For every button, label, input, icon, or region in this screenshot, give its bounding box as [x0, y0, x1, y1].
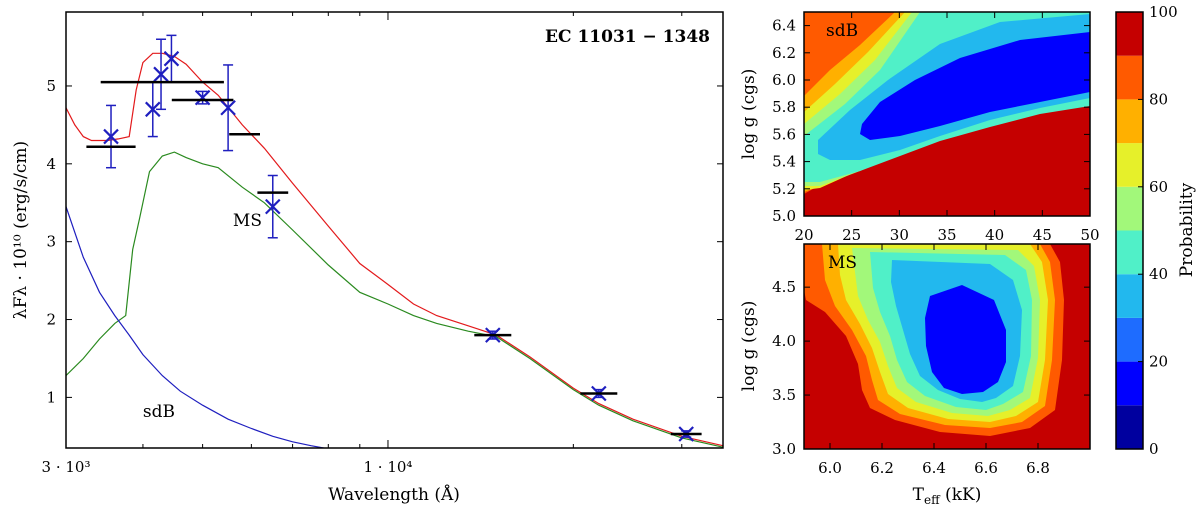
colorbar-cell — [1116, 274, 1143, 318]
photometry-point — [220, 64, 236, 152]
sdb-annotation: sdB — [143, 402, 175, 422]
colorbar-tick-label: 80 — [1149, 90, 1168, 108]
sdb-heatmap: sdB 20 25 30 35 40 45 50 5.0 5.2 5.4 5.6 5.8 6.0 6.2 6… — [739, 11, 1100, 244]
colorbar-tick-label: 100 — [1149, 3, 1178, 21]
sdb-axes-ytick-label: 6.0 — [772, 71, 796, 89]
sed-ytick-label: 3 — [46, 233, 56, 251]
colorbar-cell — [1116, 55, 1143, 100]
sdb-axes-ytick-label: 5.0 — [772, 207, 796, 225]
sed-xlabel: Wavelength (Å) — [328, 484, 460, 505]
sed-ytick-label: 2 — [46, 311, 56, 329]
sdb-axes-xtick-label: 20 — [794, 226, 813, 244]
sdb-axes-xtick-label: 25 — [842, 226, 861, 244]
photometry-point — [153, 38, 169, 111]
colorbar-cell — [1116, 405, 1143, 449]
sdb-axes-ytick-label: 5.6 — [772, 125, 796, 143]
colorbar-cell — [1116, 99, 1143, 144]
ms-ylabel: log g (cgs) — [739, 301, 759, 392]
ms-level-10 — [925, 285, 1006, 394]
colorbar-tick-label: 60 — [1149, 178, 1168, 196]
sdb-axes-xtick-label: 45 — [1033, 226, 1052, 244]
colorbar-label: Probability — [1177, 182, 1197, 277]
ms-heatmap: MS 6.0 6.2 6.4 6.6 6.8 3.0 3.5 4.0 4.5 log g (cg… — [739, 243, 1091, 507]
ms-axes-xtick-label: 6.8 — [1026, 459, 1050, 477]
ms-axes-ytick-label: 4.5 — [772, 278, 796, 296]
ms-frame — [803, 243, 1091, 450]
colorbar-cell — [1116, 361, 1143, 406]
sdb-axes-ytick-label: 6.4 — [772, 17, 796, 35]
photometry-point — [264, 174, 281, 239]
colorbar-tick-label: 40 — [1149, 265, 1168, 283]
ms-axes-ytick-label: 3.0 — [772, 440, 796, 458]
ms-axes-xtick-label: 6.6 — [974, 459, 998, 477]
sed-title: EC 11031 − 1348 — [545, 27, 710, 47]
ms-axes-ytick-label: 3.5 — [772, 386, 796, 404]
sdb-axes-ytick-label: 5.8 — [772, 98, 796, 116]
colorbar-tick-label: 0 — [1149, 440, 1159, 458]
colorbar-cell — [1116, 186, 1143, 231]
sdb-panel-label: sdB — [826, 21, 858, 41]
sed-ytick-label: 1 — [46, 388, 56, 406]
sdb-contours — [804, 12, 1090, 216]
sdb-axes-xtick-label: 50 — [1080, 226, 1099, 244]
colorbar-cell — [1116, 230, 1143, 275]
ms-panel-label: MS — [828, 253, 857, 273]
colorbar-frame — [1115, 11, 1144, 450]
sdb-ylabel: log g (cgs) — [739, 69, 759, 160]
ms-annotation: MS — [233, 211, 262, 231]
ms-contours — [804, 244, 1090, 449]
sdb-axes-xtick-label: 30 — [890, 226, 909, 244]
sdb-axes-xtick-label: 40 — [985, 226, 1004, 244]
series-ms-line — [66, 151, 723, 448]
probability-colorbar: 0 20 40 60 80 100 Probability — [1115, 3, 1197, 458]
photometry-point — [103, 104, 119, 169]
sed-xtick-label: 3 · 10³ — [42, 458, 91, 476]
colorbar-cell — [1116, 143, 1143, 187]
photometry-point — [194, 89, 211, 106]
sed-ytick-label: 4 — [46, 155, 56, 173]
colorbar-cell — [1116, 317, 1143, 362]
ms-axes-xtick-label: 6.4 — [922, 459, 946, 477]
ms-axes-ytick-label: 4.0 — [772, 332, 796, 350]
sed-ylabel: λFλ · 10¹⁰ (erg/s/cm) — [11, 141, 31, 319]
photometry-point — [163, 34, 180, 83]
sed-xtick-label: 1 · 10⁴ — [363, 458, 412, 476]
ms-xlabel: Teff (kK) — [913, 485, 982, 507]
ms-axes-xtick-label: 6.0 — [818, 459, 842, 477]
colorbar-cell — [1116, 12, 1143, 56]
series-total-line — [66, 52, 723, 447]
sdb-axes-ytick-label: 5.4 — [772, 153, 796, 171]
sdb-axes-ytick-label: 5.2 — [772, 180, 796, 198]
sed-frame — [65, 11, 724, 449]
sed-plot: 1 2 3 4 5 3 · 10³ 1 · 10⁴ EC 11031 − 1348 MS s… — [11, 11, 724, 505]
sed-ytick-label: 5 — [46, 77, 56, 95]
colorbar-tick-label: 20 — [1149, 353, 1168, 371]
sdb-axes-xtick-label: 35 — [937, 226, 956, 244]
sdb-level-10 — [860, 32, 1090, 140]
series-sdb-line — [66, 206, 328, 448]
sdb-axes-ytick-label: 6.2 — [772, 44, 796, 62]
ms-axes-xtick-label: 6.2 — [870, 459, 894, 477]
